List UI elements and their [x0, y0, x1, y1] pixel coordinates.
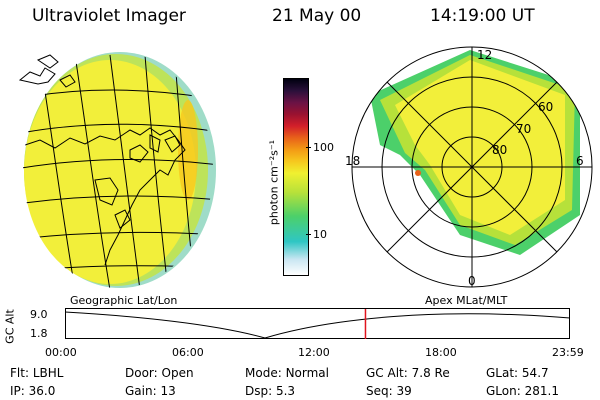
info-glon: GLon: 281.1 [486, 384, 559, 398]
geo-caption: Geographic Lat/Lon [70, 294, 178, 307]
altitude-tick-1-8: 1.8 [30, 327, 48, 340]
polar-aurora [370, 50, 580, 255]
instrument-title: Ultraviolet Imager [32, 6, 186, 26]
coastlines [24, 127, 186, 266]
info-gc-alt: GC Alt: 7.8 Re [366, 366, 450, 380]
time-tick-0600: 06:00 [172, 346, 204, 359]
mlat-label-70: 70 [516, 122, 531, 136]
mlt-label-6: 6 [576, 154, 584, 168]
geo-disk [24, 60, 196, 284]
time-tick-1800: 18:00 [425, 346, 457, 359]
altitude-plot [65, 308, 571, 339]
geographic-map [18, 52, 216, 288]
polar-caption: Apex MLat/MLT [425, 294, 508, 307]
time-tick-2359: 23:59 [552, 346, 584, 359]
altitude-tick-9: 9.0 [30, 308, 48, 321]
colorbar-tick-10: 10 [313, 228, 327, 241]
mlat-label-80: 80 [492, 143, 507, 157]
mlt-label-12: 12 [477, 48, 492, 62]
altitude-plot-frame [65, 308, 570, 339]
mlat-label-60: 60 [538, 100, 553, 114]
colorbar-tick-mark [306, 234, 311, 235]
info-mode: Mode: Normal [245, 366, 329, 380]
geo-bright-edge [178, 100, 198, 200]
altitude-axis-label: GC Alt [3, 309, 17, 344]
date-label: 21 May 00 [272, 6, 362, 26]
polar-map: 12 18 6 0 60 70 80 [345, 46, 593, 288]
colorbar-tick-100: 100 [313, 141, 334, 154]
colorbar-label: photon cm⁻²s⁻¹ [267, 139, 281, 226]
altitude-curve [65, 311, 571, 339]
mlt-label-18: 18 [345, 154, 360, 168]
arctic-islands [18, 54, 76, 88]
info-gain: Gain: 13 [125, 384, 176, 398]
time-tick-0000: 00:00 [45, 346, 77, 359]
info-seq: Seq: 39 [366, 384, 412, 398]
info-filter: Flt: LBHL [10, 366, 64, 380]
info-dsp: Dsp: 5.3 [245, 384, 296, 398]
info-ip: IP: 36.0 [10, 384, 56, 398]
polar-grid [351, 46, 593, 288]
color-scale-bar [283, 78, 309, 276]
mlt-label-0: 0 [468, 274, 476, 288]
info-glat: GLat: 54.7 [486, 366, 549, 380]
colorbar-tick-mark [306, 147, 311, 148]
time-tick-1200: 12:00 [298, 346, 330, 359]
info-door: Door: Open [125, 366, 194, 380]
time-label: 14:19:00 UT [430, 6, 535, 26]
